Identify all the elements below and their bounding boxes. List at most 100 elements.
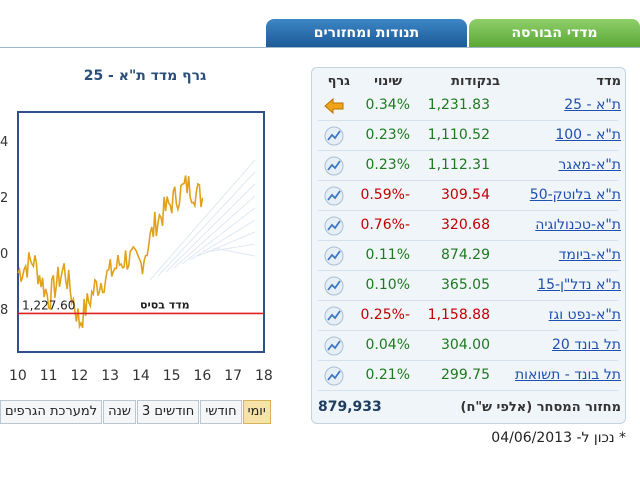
range-3months-button[interactable]: 3 חודשים xyxy=(137,400,200,424)
row-divider xyxy=(318,120,618,121)
row-divider xyxy=(318,330,618,331)
y-edge-label: 2 xyxy=(0,191,8,206)
index-points: 304.00 xyxy=(441,337,490,353)
content-frame xyxy=(0,47,640,459)
range-year-button[interactable]: שנה xyxy=(103,400,137,424)
chart-icon[interactable] xyxy=(324,336,344,356)
hatch-line xyxy=(205,243,256,253)
x-tick-label: 17 xyxy=(224,368,243,384)
index-change: 0.04% xyxy=(365,337,410,353)
x-tick-label: 15 xyxy=(162,368,181,384)
chart-icon[interactable] xyxy=(324,246,344,266)
range-monthly-button[interactable]: חודשי xyxy=(200,400,242,424)
chart-icon[interactable] xyxy=(324,216,344,236)
index-change: 0.10% xyxy=(365,277,410,293)
header-index: מדד xyxy=(596,74,621,89)
x-tick-label: 14 xyxy=(132,368,150,384)
index-name-link[interactable]: ת"א-טכנולוגיה xyxy=(535,217,621,233)
base-value: 1,227.60 xyxy=(22,298,75,312)
row-divider xyxy=(318,360,618,361)
arrow-icon[interactable] xyxy=(324,96,344,116)
y-edge-label: 8 xyxy=(0,303,8,318)
as-of-date: * נכון ל- 04/06/2013 xyxy=(491,430,626,446)
hatch-line xyxy=(189,219,256,261)
index-row: ת"א-ביומד 874.29 0.11% xyxy=(312,242,625,271)
turnover-label: מחזור המסחר (אלפי ש"ח) xyxy=(460,400,622,415)
index-points: 874.29 xyxy=(441,247,490,263)
index-row: תל בונד 20 304.00 0.04% xyxy=(312,332,625,361)
x-tick-label: 10 xyxy=(9,368,27,384)
row-divider xyxy=(318,240,618,241)
chart-icon[interactable] xyxy=(324,366,344,386)
header-change: שינוי xyxy=(374,74,402,89)
index-row: תל בונד - תשואות 299.75 0.21% xyxy=(312,362,625,391)
tab-exchange-indices[interactable]: מדדי הבורסה xyxy=(469,19,640,47)
hatch-line xyxy=(213,247,256,257)
x-tick-label: 16 xyxy=(193,368,212,384)
row-divider xyxy=(318,210,618,211)
index-name-link[interactable]: ת"א - 25 xyxy=(564,97,621,113)
index-change: 0.34% xyxy=(365,97,410,113)
index-points: 365.05 xyxy=(441,277,490,293)
index-change: 0.23% xyxy=(365,127,410,143)
charts-system-link[interactable]: למערכת הגרפים xyxy=(0,400,103,424)
index-points: 1,112.31 xyxy=(427,157,490,173)
index-name-link[interactable]: ת"א-מאגר xyxy=(558,157,621,173)
index-change: 0.21% xyxy=(365,367,410,383)
hatch-line xyxy=(181,207,256,265)
x-tick-label: 18 xyxy=(255,368,273,384)
base-label: מדד בסיס xyxy=(140,298,190,311)
index-change: -0.25% xyxy=(360,307,410,323)
hatch-line xyxy=(157,171,256,277)
index-change: 0.23% xyxy=(365,157,410,173)
index-points: 320.68 xyxy=(441,217,490,233)
index-change: -0.59% xyxy=(360,187,410,203)
index-name-link[interactable]: ת"א - 100 xyxy=(555,127,621,143)
index-name-link[interactable]: תל בונד 20 xyxy=(551,337,621,353)
index-name-link[interactable]: תל בונד - תשואות xyxy=(514,367,621,383)
chart-icon[interactable] xyxy=(324,126,344,146)
index-points: 299.75 xyxy=(441,367,490,383)
index-name-link[interactable]: ת"א-ביומד xyxy=(558,247,621,263)
index-name-link[interactable]: ת"א בלוטק-50 xyxy=(529,187,621,203)
chart-icon[interactable] xyxy=(324,306,344,326)
row-divider xyxy=(318,300,618,301)
chart-icon[interactable] xyxy=(324,156,344,176)
index-row: ת"א-טכנולוגיה 320.68 -0.76% xyxy=(312,212,625,241)
header-chart: גרף xyxy=(327,74,350,89)
chart-title: גרף מדד ת"א - 25 xyxy=(83,68,207,84)
x-tick-label: 11 xyxy=(39,368,58,384)
plot-area xyxy=(17,111,265,353)
row-divider xyxy=(318,270,618,271)
series-line xyxy=(17,175,204,330)
row-divider xyxy=(318,150,618,151)
index-change: -0.76% xyxy=(360,217,410,233)
index-points: 1,110.52 xyxy=(427,127,490,143)
index-name-link[interactable]: ת"א-נפט וגז xyxy=(548,307,621,323)
tab-fluctuations-turnover[interactable]: תנודות ומחזורים xyxy=(266,19,467,47)
index-row: ת"א - 100 1,110.52 0.23% xyxy=(312,122,625,151)
chart-icon[interactable] xyxy=(324,186,344,206)
chart-range-buttons: למערכת הגרפים שנה 3 חודשים חודשי יומי xyxy=(0,400,272,424)
hatch-line xyxy=(165,183,256,273)
index-row: ת"א - 25 1,231.83 0.34% xyxy=(312,92,625,121)
row-divider xyxy=(318,180,618,181)
x-tick-label: 13 xyxy=(101,368,120,384)
header-points: בנקודות xyxy=(451,74,500,89)
index-name-link[interactable]: ת"א נדל"ן-15 xyxy=(537,277,621,293)
index-chart: מדד בסיס 1,227.60 4 2 0 8 xyxy=(0,111,265,353)
index-points: 309.54 xyxy=(441,187,490,203)
index-change: 0.11% xyxy=(365,247,410,263)
index-points: 1,158.88 xyxy=(427,307,490,323)
index-row: ת"א-נפט וגז 1,158.88 -0.25% xyxy=(312,302,625,331)
turnover-row: מחזור המסחר (אלפי ש"ח) 879,933 xyxy=(312,394,625,423)
watermark-hatch xyxy=(149,159,256,281)
y-edge-label: 0 xyxy=(0,247,8,262)
index-row: ת"א נדל"ן-15 365.05 0.10% xyxy=(312,272,625,301)
turnover-value: 879,933 xyxy=(318,399,382,415)
indices-table-panel: מדד בנקודות שינוי גרף ת"א - 25 1,231.83 0.… xyxy=(311,67,626,424)
range-daily-button[interactable]: יומי xyxy=(242,400,271,424)
chart-icon[interactable] xyxy=(324,276,344,296)
hatch-line xyxy=(173,195,256,269)
x-tick-label: 12 xyxy=(70,368,89,384)
